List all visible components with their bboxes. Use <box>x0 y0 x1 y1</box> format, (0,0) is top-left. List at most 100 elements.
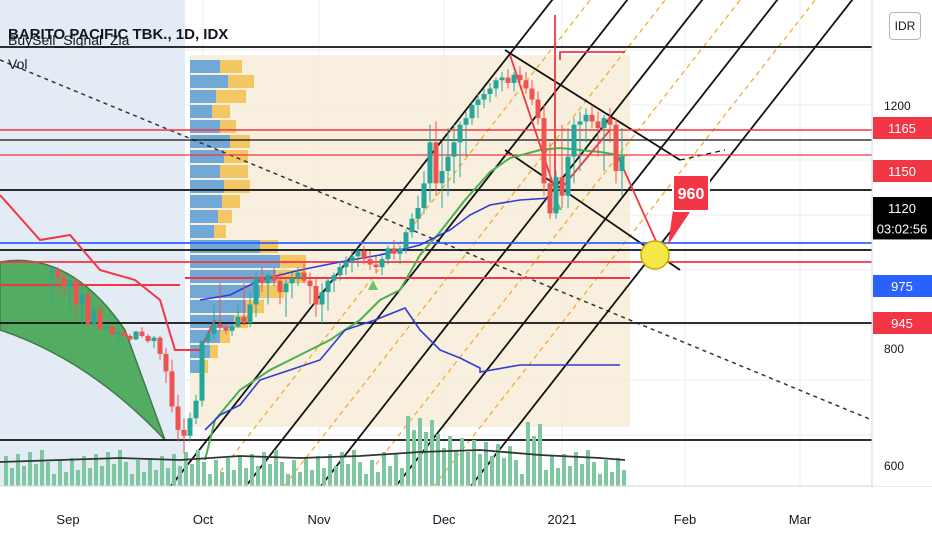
candle-body <box>559 177 565 196</box>
candle <box>91 304 97 327</box>
candle <box>61 272 67 299</box>
price-badge-label: 945 <box>891 316 913 331</box>
volume-bar <box>274 450 278 486</box>
price-axis: 600 800 1200 <box>884 99 911 473</box>
volume-bar <box>202 462 206 486</box>
candle <box>541 105 547 196</box>
candle <box>325 277 331 311</box>
candle-body <box>205 334 211 342</box>
candle-body <box>523 80 529 89</box>
volume-bar <box>40 450 44 486</box>
candle <box>451 124 457 184</box>
legend-indicator-2[interactable]: Vol <box>8 56 28 72</box>
candle-body <box>121 332 127 336</box>
candle <box>199 339 205 407</box>
volume-bar <box>376 472 380 486</box>
candle <box>265 272 271 305</box>
candle <box>361 245 367 265</box>
profile-bar-up <box>190 225 214 238</box>
candle <box>433 121 439 196</box>
candle <box>619 128 625 196</box>
volume-bar <box>22 466 26 486</box>
candle <box>139 327 145 338</box>
candle <box>115 330 121 343</box>
volume-bar <box>118 450 122 486</box>
candle-body <box>313 286 319 305</box>
volume-bar <box>412 430 416 486</box>
volume-bar <box>268 464 272 486</box>
candle-body <box>295 272 301 278</box>
volume-bar <box>106 452 110 486</box>
candle <box>439 142 445 208</box>
candle <box>355 248 361 268</box>
volume-bar <box>430 420 434 486</box>
candle <box>331 272 337 293</box>
candle-body <box>91 310 97 324</box>
volume-bar <box>34 464 38 486</box>
volume-bar <box>532 436 536 486</box>
candle-body <box>217 323 223 328</box>
candle-body <box>469 105 475 119</box>
candle <box>577 111 583 171</box>
candle-body <box>385 248 391 260</box>
candle <box>547 142 553 219</box>
candle <box>367 251 373 270</box>
candle-body <box>241 316 247 323</box>
candle <box>205 330 211 345</box>
candle <box>349 251 355 273</box>
candle <box>493 77 499 97</box>
candle-body <box>439 171 445 184</box>
candle <box>151 335 157 348</box>
price-badge: 1150 <box>873 160 932 182</box>
candle-body <box>535 99 541 119</box>
legend: BuySell_Signal_Zia Vol <box>8 28 129 76</box>
candle-body <box>223 327 229 331</box>
orange-dashed-channel <box>358 0 741 486</box>
candle-body <box>211 323 217 335</box>
candle-body <box>577 121 583 125</box>
volume-bar <box>250 454 254 486</box>
candle-body <box>361 251 367 260</box>
profile-bar-down <box>210 345 218 358</box>
profile-bar-up <box>190 210 218 223</box>
target-callout: 960 <box>668 174 710 245</box>
candle <box>373 256 379 273</box>
legend-indicator-1[interactable]: BuySell_Signal_Zia <box>8 32 130 48</box>
volume-bar <box>28 452 32 486</box>
volume-bar <box>304 458 308 486</box>
volume-bar <box>76 470 80 486</box>
candle-body <box>97 310 103 330</box>
candle-body <box>337 267 343 276</box>
candle <box>391 240 397 260</box>
candle-body <box>265 275 271 284</box>
up-channel-line <box>319 0 704 486</box>
candle <box>415 195 421 230</box>
candle-body <box>553 177 559 214</box>
volume-bar <box>154 470 158 486</box>
volume-bar <box>316 456 320 486</box>
candle-body <box>235 316 241 327</box>
candle <box>109 325 115 336</box>
buy-signal-marker <box>368 280 378 290</box>
candle <box>565 128 571 208</box>
candle <box>157 335 163 360</box>
candle <box>427 124 433 202</box>
volume-bar <box>130 474 134 486</box>
candle-body <box>289 277 295 284</box>
dashed-downtrend <box>0 59 872 421</box>
profile-bar-down <box>214 225 226 238</box>
candle-body <box>391 248 397 254</box>
volume-bar <box>190 464 194 486</box>
price-badge-bg <box>873 197 932 219</box>
candle <box>511 72 517 92</box>
candle <box>127 334 133 342</box>
currency-button[interactable]: IDR <box>889 12 921 40</box>
candle-body <box>127 335 133 340</box>
candle <box>445 128 451 196</box>
candle <box>181 418 187 454</box>
volume-bar <box>382 452 386 486</box>
callout-box <box>672 174 710 212</box>
candle-body <box>463 118 469 125</box>
